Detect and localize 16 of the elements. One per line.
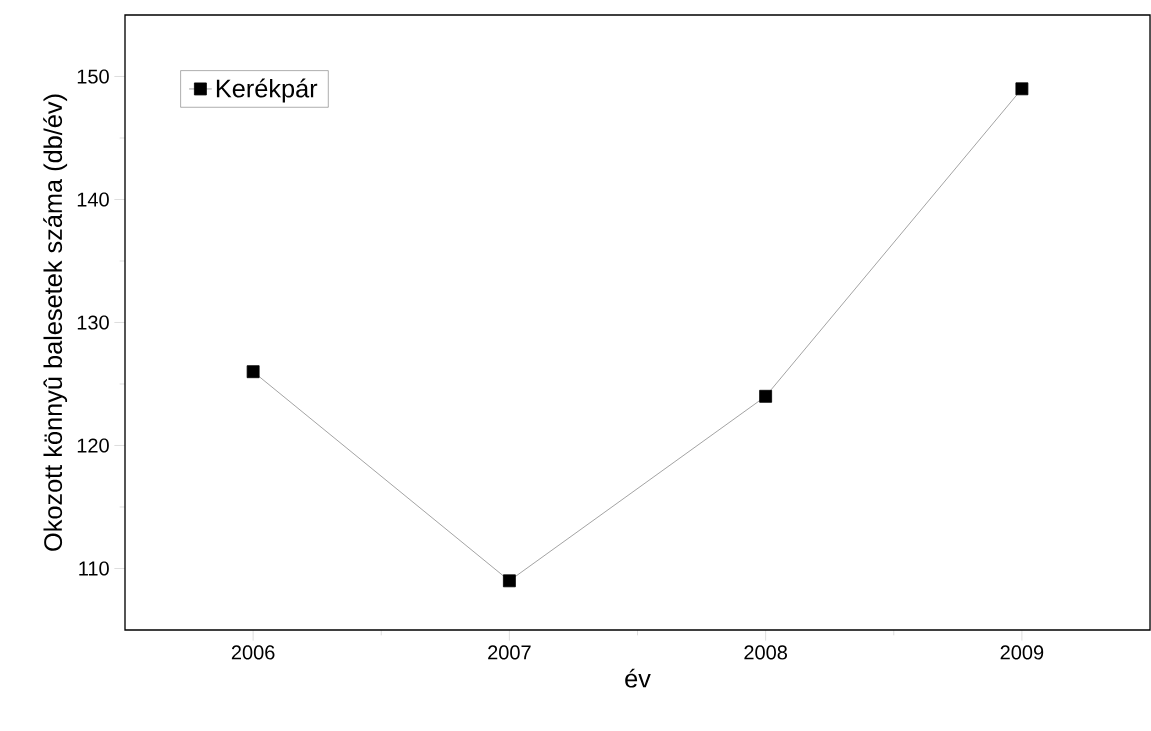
point <box>246 365 260 379</box>
x-tick-label: 2006 <box>231 645 275 660</box>
y-axis-title: Okozott könnyû balesetek száma (db/év) <box>43 94 68 551</box>
x-tick-label: 2009 <box>1000 645 1044 660</box>
point <box>502 574 516 588</box>
legend-label: Kerékpár <box>216 78 318 103</box>
y-tick-label: 130 <box>77 315 109 330</box>
x-tick-label: 2007 <box>488 645 531 660</box>
y-tick-label: 150 <box>77 69 109 84</box>
point <box>1015 82 1029 96</box>
y-tick-label: 140 <box>77 192 109 207</box>
x-tick-label: 2008 <box>744 645 787 660</box>
point <box>759 389 773 403</box>
x-axis-title: év <box>625 668 651 688</box>
y-tick-label: 110 <box>79 561 109 576</box>
y-tick-label: 120 <box>77 438 109 453</box>
